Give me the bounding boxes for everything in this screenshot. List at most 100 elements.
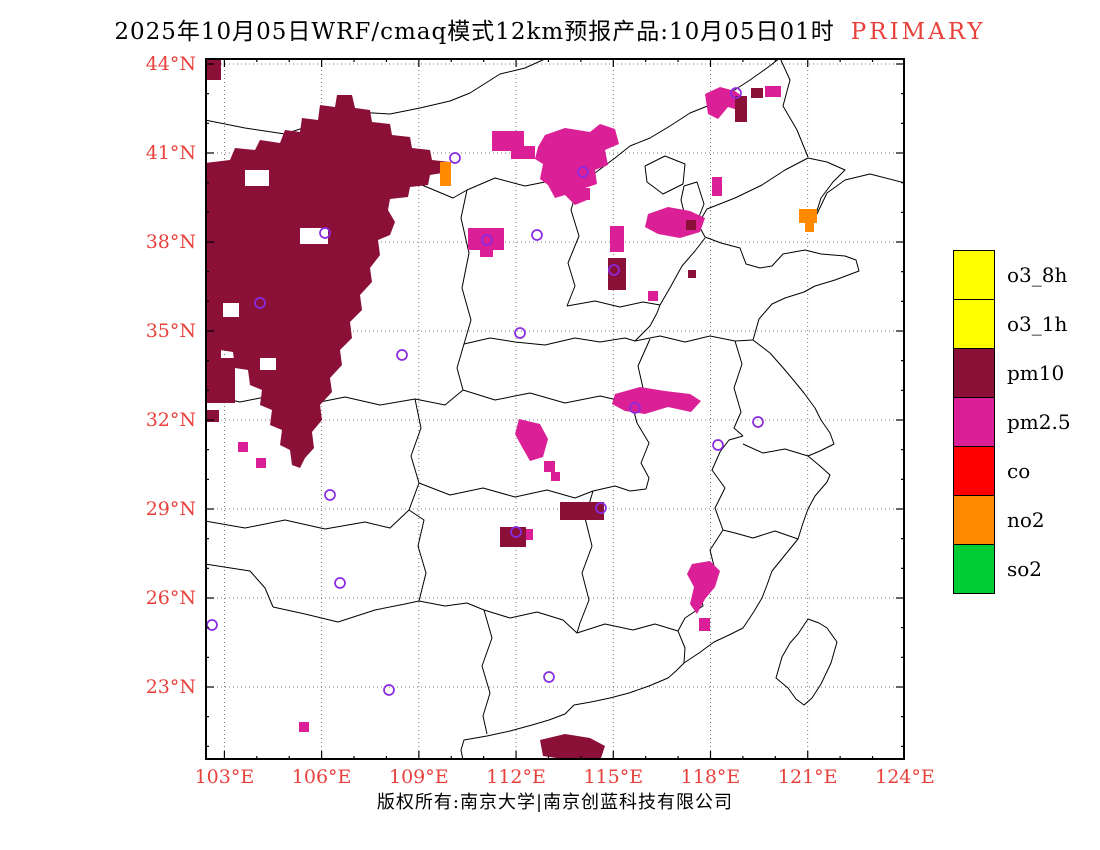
province-boundary [456, 343, 627, 404]
province-boundary [205, 563, 274, 608]
pollution-patch-bg [260, 358, 276, 370]
pollution-patch-pm25 [544, 461, 555, 472]
city-marker [608, 264, 620, 276]
legend-label: so2 [1007, 557, 1043, 581]
province-boundary [463, 337, 636, 346]
legend-swatch-o3_1h [953, 299, 995, 349]
city-marker [543, 671, 555, 683]
pollution-patch-pm10 [688, 270, 696, 278]
pollution-patch-pm25 [610, 226, 624, 252]
pollution-patch-pm10 [205, 333, 221, 363]
city-marker [752, 416, 764, 428]
pollution-patch-pm10 [540, 734, 605, 760]
lat-tick-label: 44°N [145, 53, 196, 75]
legend-swatch-o3_8h [953, 250, 995, 300]
province-boundary [592, 485, 647, 492]
lat-tick-label: 38°N [145, 231, 196, 253]
province-boundary [779, 58, 809, 158]
city-marker [595, 502, 607, 514]
legend-item-so2: so2 [953, 544, 1071, 594]
pollutant-legend: o3_8h o3_1h pm10 pm2.5 co no2 so2 [953, 250, 1071, 594]
city-marker [206, 619, 218, 631]
legend-item-no2: no2 [953, 495, 1071, 545]
province-boundary [418, 600, 485, 611]
province-boundary [272, 600, 420, 623]
province-boundary [644, 155, 686, 195]
province-boundary [722, 529, 799, 540]
pollution-patch-pm25 [765, 86, 781, 97]
pollution-patch-pm10 [207, 58, 221, 80]
city-marker [481, 234, 493, 246]
city-marker [730, 87, 742, 99]
legend-label: no2 [1007, 508, 1045, 532]
lon-tick-label: 109°E [389, 766, 449, 788]
province-boundary [483, 609, 679, 634]
city-marker [254, 297, 266, 309]
pollution-patch-bg [300, 228, 328, 244]
province-boundary [775, 618, 838, 706]
city-marker [334, 577, 346, 589]
province-boundary [742, 443, 809, 457]
city-marker [531, 229, 543, 241]
province-boundary [460, 157, 905, 760]
pollution-patch-pm25 [299, 722, 309, 732]
province-boundary [408, 509, 427, 602]
pollution-patch-pm25 [511, 146, 535, 159]
legend-label: o3_1h [1007, 312, 1068, 336]
legend-item-o3_1h: o3_1h [953, 299, 1071, 349]
pollution-patch-no2 [805, 223, 814, 232]
map-plot [205, 58, 905, 760]
pollution-patch-pm10 [560, 502, 604, 520]
legend-label: o3_8h [1007, 263, 1068, 287]
city-marker [319, 227, 331, 239]
province-boundary [408, 398, 422, 511]
pollution-patch-bg [223, 303, 239, 317]
pollution-patch-pm25 [645, 207, 705, 238]
province-boundary [205, 509, 410, 530]
primary-tag: PRIMARY [850, 19, 986, 45]
lon-tick-label: 121°E [777, 766, 838, 788]
lon-tick-label: 103°E [194, 766, 255, 788]
province-boundary [481, 609, 493, 735]
pollution-patch-pm10 [735, 96, 747, 122]
lon-tick-label: 124°E [875, 766, 935, 788]
province-boundary [636, 422, 650, 490]
legend-swatch-pm10 [953, 348, 995, 398]
pollution-patch-pm25 [238, 442, 248, 452]
pollution-patch-pm25 [612, 387, 701, 414]
pollution-patch-no2 [799, 209, 817, 223]
city-marker [324, 489, 336, 501]
legend-item-o3_8h: o3_8h [953, 250, 1071, 300]
lat-tick-label: 41°N [145, 142, 196, 164]
lon-tick-label: 106°E [291, 766, 352, 788]
map-frame [205, 58, 905, 760]
legend-item-co: co [953, 446, 1071, 496]
city-marker [577, 166, 589, 178]
legend-swatch-no2 [953, 495, 995, 545]
city-marker [514, 327, 526, 339]
province-boundary [677, 630, 686, 664]
city-marker [629, 402, 641, 414]
legend-label: co [1007, 459, 1031, 483]
copyright-footer: 版权所有:南京大学|南京创蓝科技有限公司 [376, 792, 734, 813]
pollution-patch-pm25 [699, 618, 710, 631]
pollution-patch-no2 [440, 162, 451, 186]
province-boundary [205, 58, 548, 135]
pollution-patch-pm25 [480, 249, 493, 257]
pollution-patch-pm25 [551, 472, 560, 481]
lat-tick-label: 29°N [145, 498, 196, 520]
pollution-patch-pm25 [705, 87, 746, 119]
pollution-patch-pm10 [205, 358, 235, 403]
lat-tick-label: 23°N [145, 676, 196, 698]
pollution-patch-pm25 [522, 529, 533, 540]
province-boundary [733, 340, 744, 437]
city-marker [510, 526, 522, 538]
province-boundary [205, 389, 464, 406]
pollution-patch-bg [245, 170, 269, 186]
lat-tick-label: 32°N [145, 409, 196, 431]
province-boundary [418, 482, 594, 499]
legend-label: pm2.5 [1007, 410, 1071, 434]
province-boundary [634, 304, 661, 342]
city-marker [396, 349, 408, 361]
